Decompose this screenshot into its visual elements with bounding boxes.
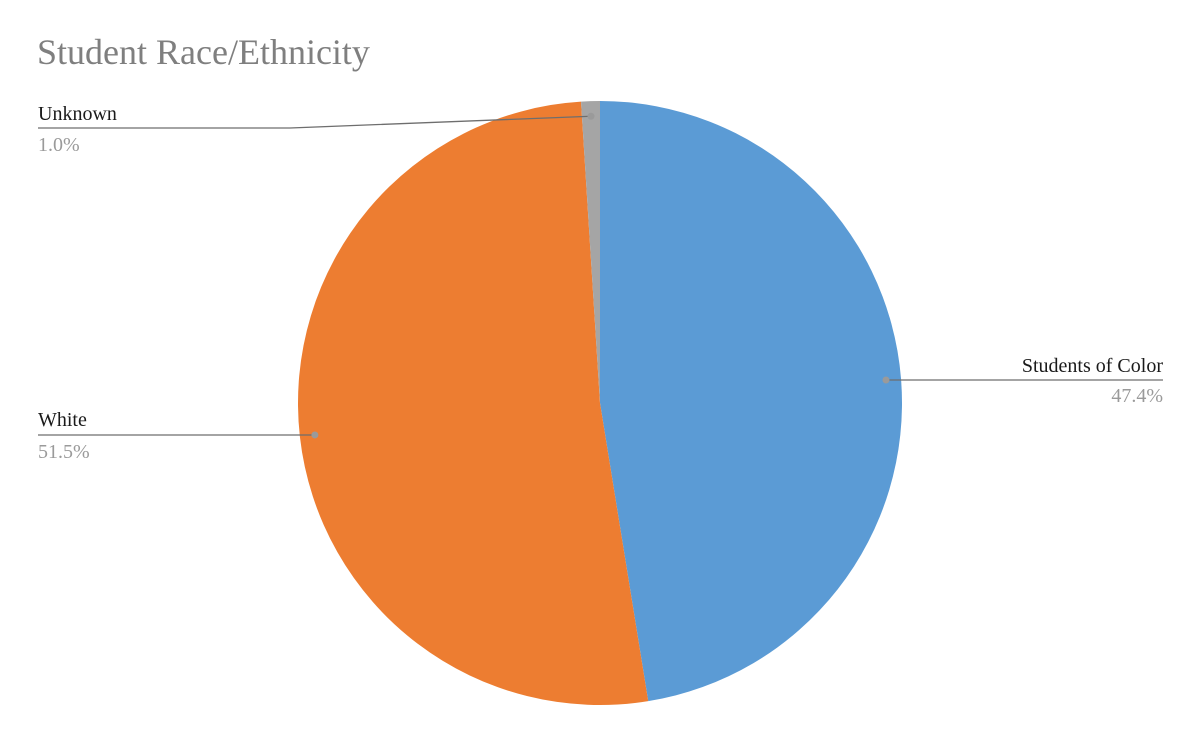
leader-dot-unknown bbox=[587, 112, 595, 120]
pie-slice-students-of-color bbox=[600, 101, 902, 702]
pie-slice-white bbox=[298, 101, 649, 706]
pie-labels: Students of Color 47.4% White 51.5% Unknown 1… bbox=[38, 103, 1163, 463]
pie-slice-unknown bbox=[581, 101, 600, 403]
leader-dot-white bbox=[311, 431, 319, 439]
slice-label-students-of-color: Students of Color bbox=[1022, 355, 1163, 377]
chart-title: Student Race/Ethnicity bbox=[37, 32, 370, 72]
leader-line-unknown bbox=[38, 115, 592, 129]
leader-dot-students-of-color bbox=[882, 376, 890, 384]
pie-slices bbox=[298, 101, 902, 706]
slice-label-unknown: Unknown bbox=[38, 103, 117, 125]
slice-value-white: 51.5% bbox=[38, 441, 90, 463]
slice-label-white: White bbox=[38, 409, 87, 431]
slice-value-unknown: 1.0% bbox=[38, 134, 80, 156]
slice-value-students-of-color: 47.4% bbox=[1111, 385, 1163, 407]
